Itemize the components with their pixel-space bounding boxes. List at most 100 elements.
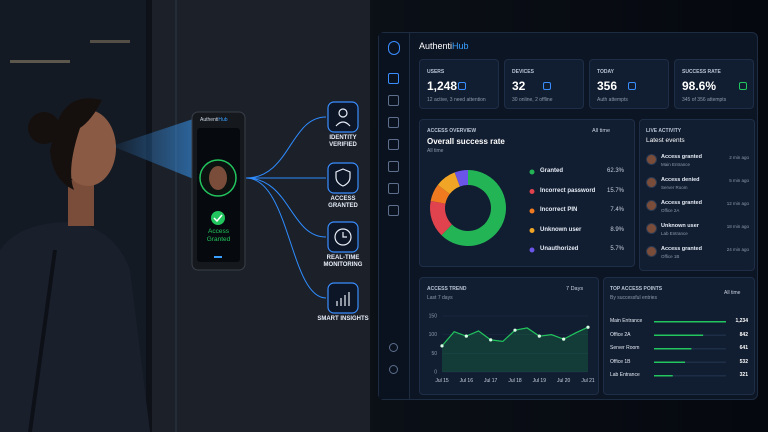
dashboard-brand: AuthentiHub: [419, 41, 469, 51]
profile-icon: [389, 365, 398, 374]
item-value: 532: [739, 358, 748, 365]
top-points-card: TOP ACCESS POINTS By successful entries Al…: [603, 277, 755, 395]
donut-segment: [441, 170, 506, 246]
stat-note: Auth attempts: [597, 97, 628, 103]
legend-label: Unknown user: [540, 226, 582, 233]
feature-label: ACCESS GRANTED: [328, 196, 358, 209]
event-time: 12 min ago: [726, 201, 749, 206]
legend-value: 8.9%: [610, 226, 624, 233]
feature-label: IDENTITY VERIFIED: [329, 135, 357, 148]
stat-icon: [543, 82, 551, 90]
bar: [654, 361, 686, 363]
event-place: Main Entrance: [661, 162, 691, 167]
legend-value: 62.3%: [606, 168, 624, 174]
legend-label: Unauthorized: [540, 246, 579, 252]
item-value: 842: [739, 331, 748, 338]
x-tick-label: Jul 20: [557, 378, 571, 384]
feature-label: REAL-TIME MONITORING: [323, 255, 363, 268]
event-title: Unknown user: [661, 223, 699, 229]
card-subtitle: Last 7 days: [427, 295, 453, 301]
device-led: [214, 256, 222, 258]
event-time: 5 min ago: [729, 178, 749, 183]
stat-label: DEVICES: [512, 69, 534, 75]
logo: [388, 41, 400, 55]
item-name: Office 2A: [610, 331, 631, 338]
bar: [654, 348, 692, 350]
stat-card: TODAY 356 Auth attempts: [589, 59, 669, 109]
office-light: [10, 60, 70, 63]
event-place: Server Room: [661, 185, 688, 190]
legend-dot: [529, 208, 535, 214]
feature-icon: [327, 282, 359, 314]
donut-segment: [454, 170, 468, 187]
connector: [245, 177, 327, 299]
y-tick-label: 50: [431, 351, 437, 357]
filter: All time: [592, 128, 611, 134]
avatar: [646, 200, 657, 211]
brand-prefix: Authenti: [419, 41, 453, 51]
legend-label: Granted: [540, 168, 564, 174]
filter: 7 Days: [566, 286, 584, 292]
wall: [150, 0, 370, 432]
bar: [654, 375, 673, 377]
brand-suffix: Hub: [452, 41, 469, 51]
stat-note: 30 online, 2 offline: [512, 97, 553, 103]
line-chart: 0 50 100 150 Jul 15 Jul 16 Jul 17 Jul 18 Jul 19 J…: [429, 314, 595, 385]
clock-glyph: [334, 228, 352, 246]
device-brand: AuthentiHub: [200, 117, 228, 123]
nav-icon: [388, 95, 399, 106]
feature-icons: [327, 101, 359, 314]
stat-note: 345 of 356 attempts: [682, 97, 727, 103]
avatar: [646, 154, 657, 165]
scan-beam: [112, 118, 196, 180]
line-area: [442, 327, 588, 372]
card-title: Latest events: [646, 137, 685, 144]
feature-label: SMART INSIGHTS: [317, 316, 369, 322]
line-point: [440, 344, 444, 348]
event-place: Office 2A: [661, 208, 680, 213]
stat-label: USERS: [427, 69, 445, 75]
nav-icon: [388, 205, 399, 216]
section-label: TOP ACCESS POINTS: [610, 286, 663, 292]
item-value: 1,234: [735, 318, 748, 324]
line-point: [537, 334, 541, 338]
stat-value: 98.6%: [682, 79, 717, 93]
brand-suffix: Hub: [218, 117, 228, 123]
office-light: [90, 40, 130, 43]
bar-track: [654, 375, 726, 377]
connector: [245, 177, 327, 238]
line-point: [464, 334, 468, 338]
door-frame: [146, 0, 152, 432]
stat-value: 356: [597, 79, 618, 93]
avatar: [646, 223, 657, 234]
settings-icon: [389, 343, 398, 352]
card-title: Overall success rate: [427, 137, 505, 146]
bag-strap: [28, 249, 57, 432]
item-value: 641: [739, 345, 748, 351]
item-name: Lab Entrance: [610, 372, 640, 378]
stat-card: USERS 1,248 12 active, 3 need attention: [419, 59, 499, 109]
connector: [245, 116, 327, 179]
feature-icon: [327, 162, 359, 194]
event-title: Access denied: [661, 177, 700, 183]
face-preview: [209, 166, 227, 190]
event-time: 18 min ago: [726, 224, 749, 229]
legend-dot: [529, 228, 535, 233]
x-tick-label: Jul 19: [533, 378, 547, 384]
x-tick-label: Jul 17: [484, 378, 498, 384]
check-icon: [211, 211, 225, 225]
section-label: LIVE ACTIVITY: [646, 128, 682, 134]
stat-card: SUCCESS RATE 98.6% 345 of 356 attempts: [674, 59, 754, 109]
bars-glyph: [336, 292, 350, 306]
donut-segment: [430, 200, 452, 236]
event-time: 2 min ago: [729, 155, 749, 160]
stat-value: 32: [512, 79, 526, 93]
filter: All time: [724, 290, 741, 296]
legend-dot: [529, 189, 535, 194]
stat-icon: [628, 82, 636, 90]
x-tick-label: Jul 15: [435, 378, 449, 384]
event-title: Access granted: [661, 200, 702, 206]
stat-label: SUCCESS RATE: [682, 69, 721, 75]
line-point: [562, 337, 566, 341]
y-tick-label: 0: [434, 370, 437, 376]
